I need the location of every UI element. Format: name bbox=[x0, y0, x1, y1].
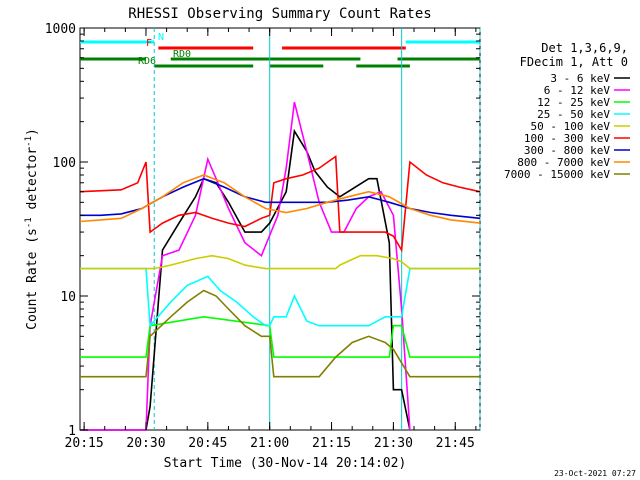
series-line bbox=[80, 128, 411, 431]
y-tick-label: 1 bbox=[68, 424, 76, 439]
x-tick-label: 21:30 bbox=[374, 436, 413, 451]
y-tick-label: 1000 bbox=[45, 22, 76, 37]
x-tick-label: 21:15 bbox=[312, 436, 351, 451]
mode-change-lines bbox=[153, 28, 481, 430]
series-line bbox=[80, 315, 480, 358]
series-lines bbox=[79, 101, 481, 431]
legend-entry: 3 - 6 keV bbox=[550, 72, 610, 85]
legend-entry: 25 - 50 keV bbox=[537, 108, 610, 121]
chart-title: RHESSI Observing Summary Count Rates bbox=[128, 6, 431, 22]
series-line bbox=[80, 267, 480, 328]
x-tick-label: 21:45 bbox=[436, 436, 475, 451]
footer-date: 23-Oct-2021 07:27 bbox=[554, 469, 636, 478]
x-axis-label: Start Time (30-Nov-14 20:14:02) bbox=[164, 456, 407, 471]
plot-area bbox=[79, 27, 481, 431]
y-axis: 1 10 100 1000 bbox=[45, 22, 480, 439]
state-bar-label: N bbox=[158, 32, 164, 43]
legend-entry: 100 - 300 keV bbox=[524, 132, 610, 145]
legend-header-2: FDecim 1, Att 0 bbox=[520, 55, 628, 69]
series-line bbox=[80, 254, 480, 270]
legend: Det 1,3,6,9, FDecim 1, Att 0 3 - 6 keV6 … bbox=[504, 41, 630, 181]
legend-entry: 50 - 100 keV bbox=[531, 120, 611, 133]
x-tick-label: 21:00 bbox=[250, 436, 289, 451]
legend-entry: 800 - 7000 keV bbox=[517, 156, 610, 169]
series-line bbox=[80, 101, 411, 431]
legend-entry: 12 - 25 keV bbox=[537, 96, 610, 109]
y-tick-label: 10 bbox=[60, 290, 76, 305]
series-line bbox=[80, 289, 480, 378]
y-axis-label: Count Rate (s-1 detector-1) bbox=[24, 128, 40, 330]
y-tick-label: 100 bbox=[53, 156, 76, 171]
state-bars: NF RD0 RD6 bbox=[80, 32, 480, 68]
series-line bbox=[79, 155, 481, 253]
x-tick-label: 20:30 bbox=[126, 436, 165, 451]
legend-entry: 300 - 800 keV bbox=[524, 144, 610, 157]
legend-entry: 6 - 12 keV bbox=[544, 84, 611, 97]
state-bar-label: RD6 bbox=[138, 56, 156, 67]
state-bar-label: RD0 bbox=[173, 49, 191, 60]
x-tick-label: 20:15 bbox=[65, 436, 104, 451]
legend-entry: 7000 - 15000 keV bbox=[504, 168, 610, 181]
series-line bbox=[79, 174, 481, 224]
state-bar-label: F bbox=[146, 38, 152, 49]
legend-header-1: Det 1,3,6,9, bbox=[541, 41, 628, 55]
x-axis: 20:15 20:30 20:45 21:00 21:15 21:30 21:45 bbox=[65, 28, 477, 451]
x-tick-label: 20:45 bbox=[188, 436, 227, 451]
